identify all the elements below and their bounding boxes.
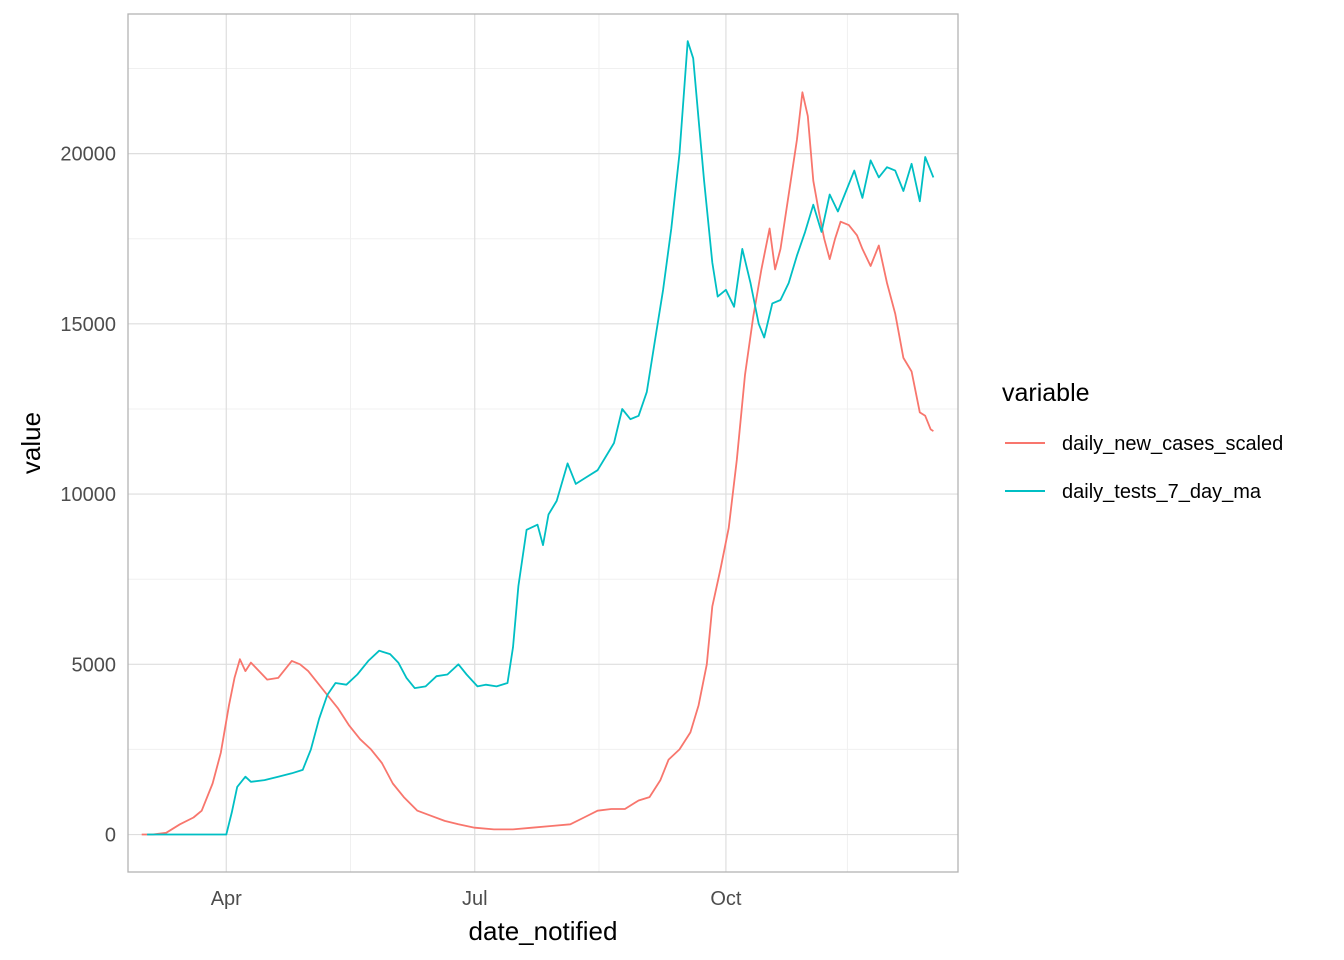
minor-gridlines [128, 14, 958, 872]
y-axis-ticks: 0 5000 10000 15000 20000 [60, 144, 116, 847]
x-tick-label: Oct [710, 888, 742, 910]
major-gridlines [128, 14, 958, 872]
legend-label-1: daily_tests_7_day_ma [1062, 481, 1262, 503]
y-tick-label: 5000 [72, 654, 117, 676]
series-line-0 [141, 91, 934, 836]
x-axis-ticks: Apr Jul Oct [211, 888, 742, 910]
panel-border [127, 13, 959, 873]
y-tick-label: 15000 [60, 314, 116, 336]
y-tick-label: 20000 [60, 144, 116, 166]
series-layer [141, 40, 935, 836]
legend-label-0: daily_new_cases_scaled [1062, 433, 1283, 455]
y-tick-label: 10000 [60, 484, 116, 506]
series-line-1 [147, 40, 935, 836]
legend-title: variable [1002, 379, 1090, 407]
x-tick-label: Apr [211, 888, 242, 910]
legend: variable daily_new_cases_scaled daily_tes… [1002, 379, 1283, 503]
y-axis-title: value [16, 412, 46, 474]
y-tick-label: 0 [105, 825, 116, 847]
x-axis-title: date_notified [469, 916, 618, 946]
x-tick-label: Jul [462, 888, 488, 910]
